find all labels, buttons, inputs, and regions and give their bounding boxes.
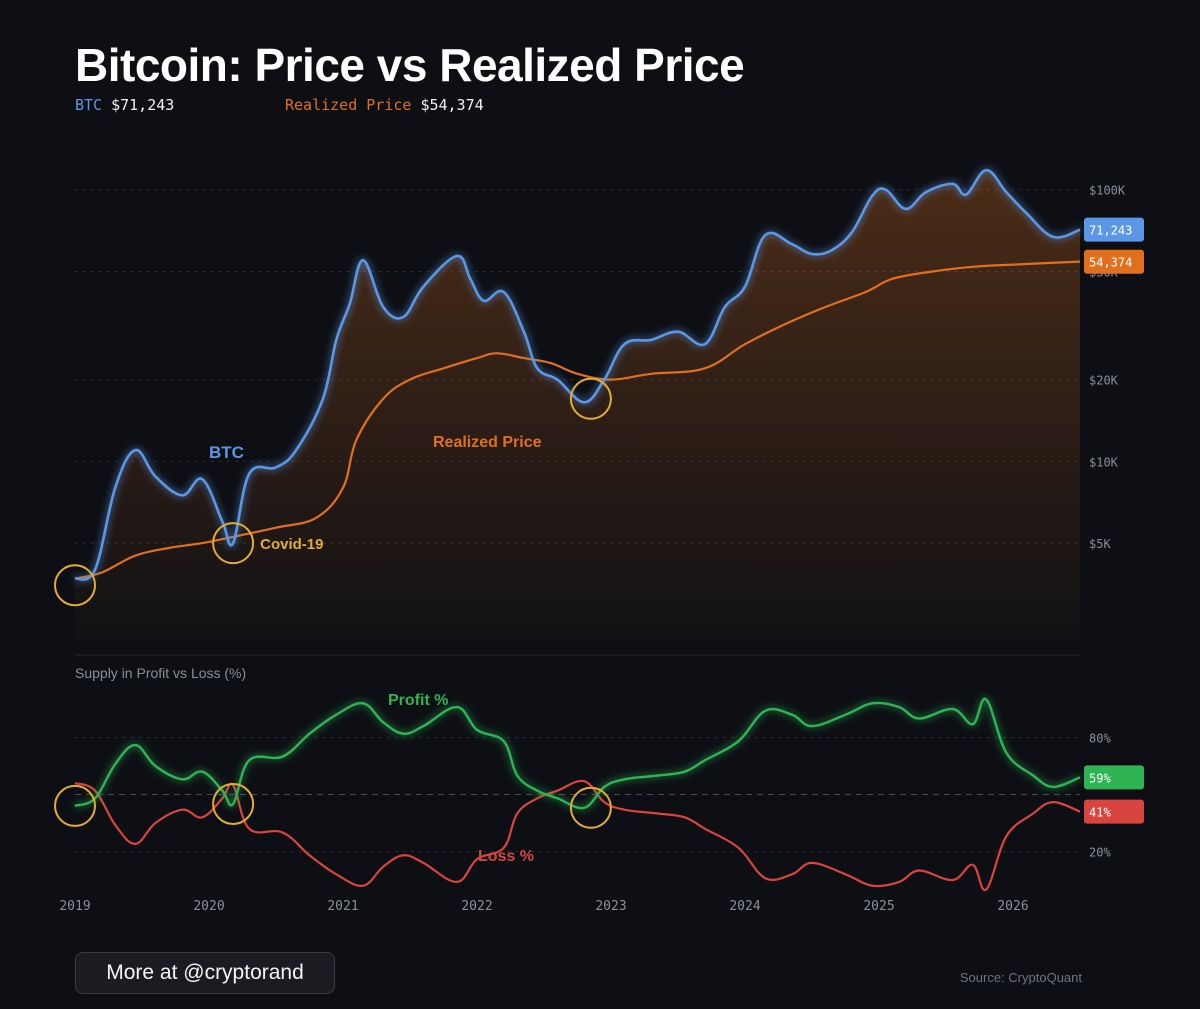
annotation-layer bbox=[54, 377, 612, 829]
supply-y-tick-label: 20% bbox=[1089, 846, 1111, 860]
profit-percent-line bbox=[74, 697, 1081, 810]
realized-price-line bbox=[74, 260, 1081, 580]
legend-btc-label: BTC bbox=[75, 96, 103, 114]
legend-realized-label: Realized Price bbox=[285, 96, 412, 114]
series-layer bbox=[74, 168, 1081, 892]
price-annotation-circle bbox=[569, 377, 612, 420]
realized-end-tag bbox=[1084, 249, 1144, 274]
price-y-tick-label: $20K bbox=[1089, 374, 1119, 388]
profit-end-tag bbox=[1084, 765, 1144, 790]
btc-end-value: 71,243 bbox=[1089, 224, 1132, 238]
btc-end-tag bbox=[1084, 217, 1144, 242]
loss-end-value: 41% bbox=[1089, 806, 1111, 820]
realized-series-label: Realized Price bbox=[433, 434, 542, 451]
price-y-tick-label: $100K bbox=[1089, 184, 1126, 198]
profit-series-label: Profit % bbox=[388, 692, 448, 709]
supply-panel-title: Supply in Profit vs Loss (%) bbox=[75, 665, 246, 681]
btc-area-fill bbox=[75, 170, 1080, 640]
price-y-tick-label: $5K bbox=[1089, 537, 1111, 551]
x-tick-label: 2020 bbox=[193, 899, 224, 914]
x-tick-label: 2019 bbox=[59, 899, 90, 914]
btc-series-label: BTC bbox=[209, 443, 244, 462]
source-credit: Source: CryptoQuant bbox=[959, 970, 1082, 985]
labels-layer: $5K$10K$20K$50K$100K71,24354,374BTCReali… bbox=[59, 184, 1144, 914]
price-annotation-label: Covid-19 bbox=[260, 536, 323, 553]
supply-y-tick-label: 80% bbox=[1089, 732, 1111, 746]
supply-annotation-circle bbox=[212, 783, 255, 825]
more-at-button[interactable]: More at @cryptorand bbox=[75, 952, 335, 994]
legend-btc: BTC $71,243 bbox=[75, 96, 174, 114]
chart-title: Bitcoin: Price vs Realized Price bbox=[75, 39, 745, 91]
header-legend: BTC $71,243 Realized Price $54,374 bbox=[75, 96, 675, 118]
legend-realized-value: $54,374 bbox=[420, 96, 484, 114]
profit-end-value: 59% bbox=[1089, 771, 1111, 785]
loss-end-tag bbox=[1084, 799, 1144, 824]
x-tick-label: 2023 bbox=[595, 899, 626, 914]
fill-layer bbox=[75, 170, 1080, 640]
x-tick-label: 2024 bbox=[729, 899, 760, 914]
realized-end-value: 54,374 bbox=[1089, 256, 1132, 270]
x-tick-label: 2026 bbox=[997, 899, 1028, 914]
price-annotation-circle bbox=[54, 564, 96, 607]
grid-layer bbox=[75, 189, 1080, 852]
x-tick-label: 2025 bbox=[863, 899, 894, 914]
x-tick-label: 2022 bbox=[461, 899, 492, 914]
btc-price-line bbox=[74, 168, 1081, 581]
loss-series-label: Loss % bbox=[478, 848, 534, 865]
price-annotation-circle bbox=[212, 522, 255, 565]
legend-btc-value: $71,243 bbox=[111, 96, 175, 114]
supply-annotation-circle bbox=[569, 786, 612, 829]
legend-realized: Realized Price $54,374 bbox=[285, 96, 484, 114]
x-tick-label: 2021 bbox=[327, 899, 358, 914]
supply-annotation-circle bbox=[54, 784, 96, 827]
price-y-tick-label: $10K bbox=[1089, 455, 1119, 469]
